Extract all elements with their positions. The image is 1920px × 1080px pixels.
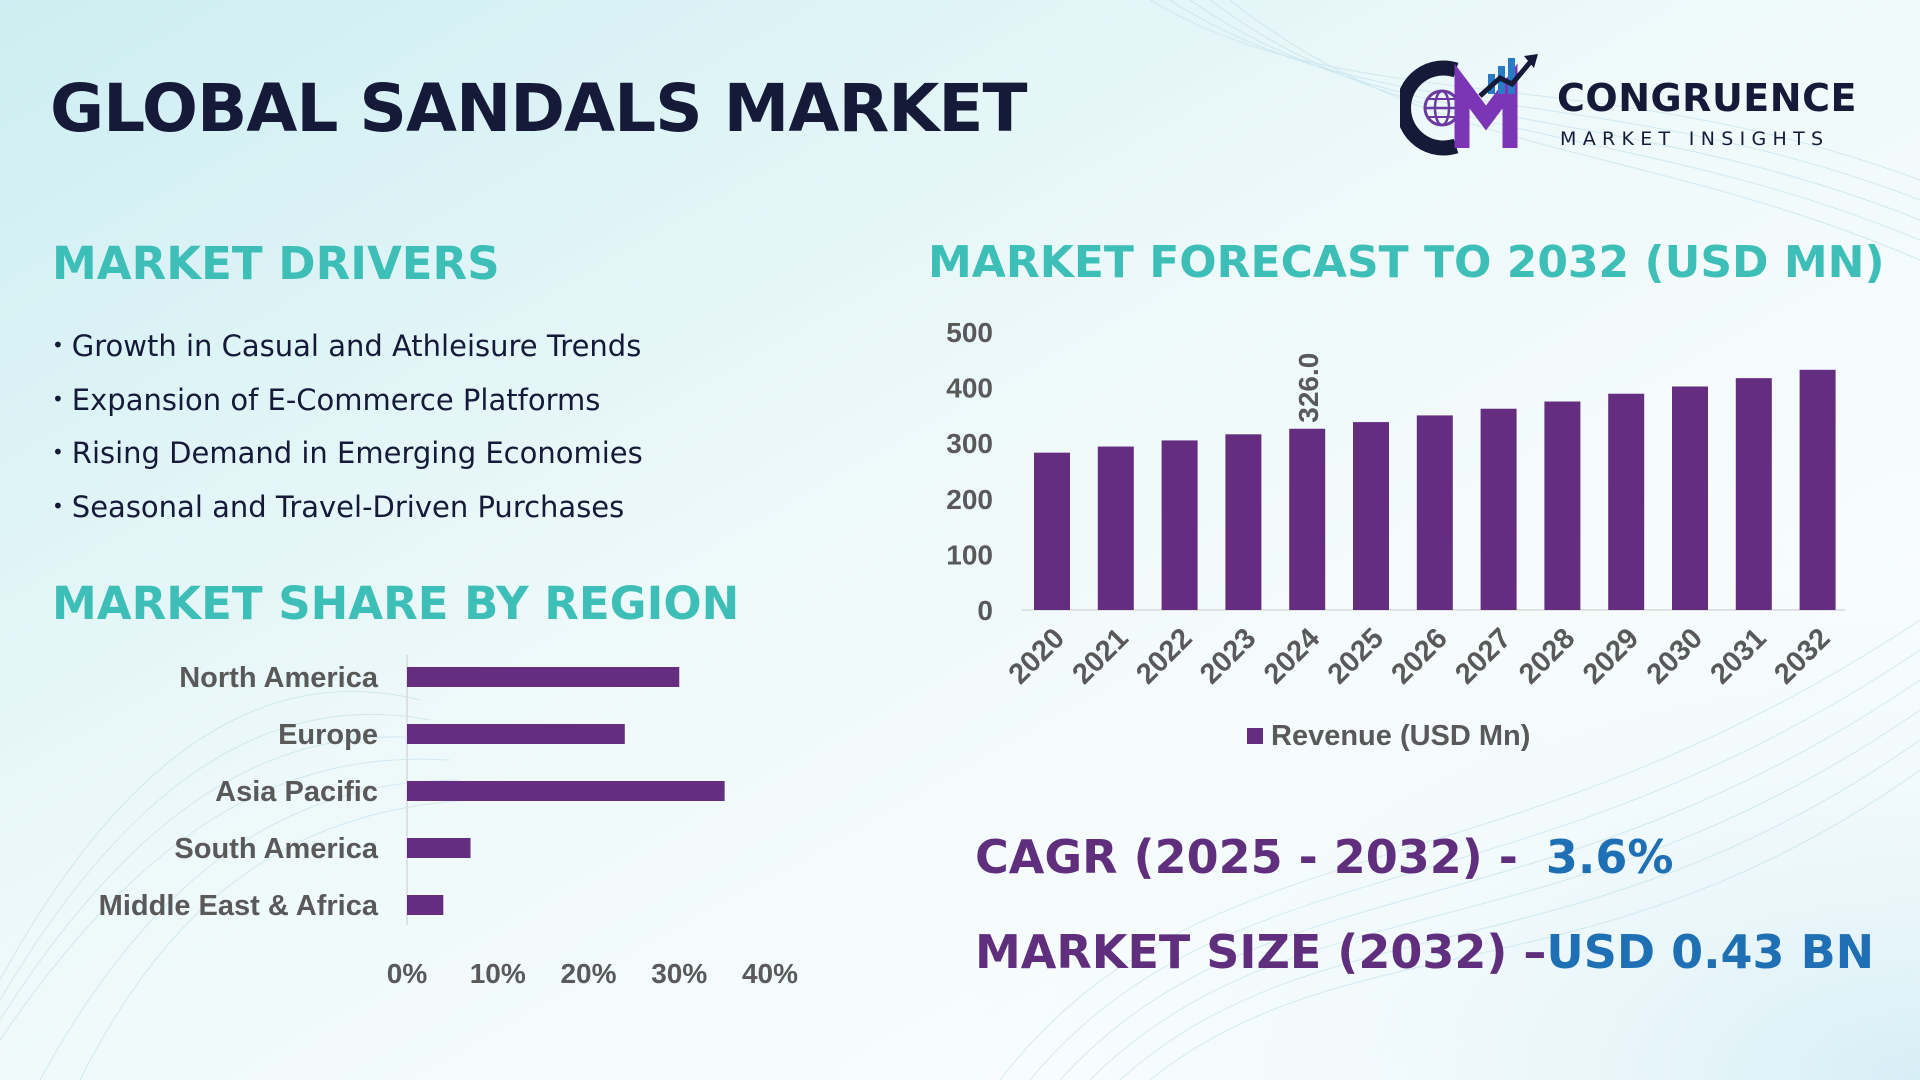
logo-name: CONGRUENCE — [1557, 76, 1857, 120]
driver-text: Expansion of E-Commerce Platforms — [71, 382, 601, 417]
logo-tagline: MARKET INSIGHTS — [1560, 128, 1830, 150]
bullet: • — [52, 440, 64, 464]
list-item: • Expansion of E-Commerce Platforms — [52, 379, 643, 433]
region-title: MARKET SHARE BY REGION — [52, 577, 740, 630]
driver-text: Growth in Casual and Athleisure Trends — [71, 329, 642, 363]
page-title: GLOBAL SANDALS MARKET — [50, 70, 1028, 147]
bullet: • — [52, 333, 64, 357]
driver-text: Seasonal and Travel-Driven Purchases — [71, 489, 625, 524]
cm-globe-logo-icon — [1400, 54, 1538, 156]
bullet: • — [52, 493, 64, 518]
drivers-title: MARKET DRIVERS — [52, 237, 500, 290]
forecast-title: MARKET FORECAST TO 2032 (USD MN) — [928, 237, 1885, 288]
market-size-label: MARKET SIZE (2032) – — [975, 925, 1547, 979]
bullet: • — [52, 386, 64, 411]
list-item: • Rising Demand in Emerging Economies — [52, 432, 643, 486]
driver-text: Rising Demand in Emerging Economies — [71, 436, 643, 470]
market-size-kpi: MARKET SIZE (2032) –USD 0.43 BN — [975, 925, 1874, 979]
market-size-value: USD 0.43 BN — [1546, 925, 1875, 979]
cagr-label: CAGR (2025 - 2032) - — [975, 830, 1518, 884]
logo: CONGRUENCE MARKET INSIGHTS — [1400, 50, 1870, 160]
cagr-value: 3.6% — [1545, 830, 1674, 884]
drivers-list: • Growth in Casual and Athleisure Trends … — [52, 325, 643, 539]
list-item: • Growth in Casual and Athleisure Trends — [52, 325, 643, 379]
list-item: • Seasonal and Travel-Driven Purchases — [52, 486, 643, 540]
cagr-kpi: CAGR (2025 - 2032) - 3.6% — [975, 830, 1673, 884]
